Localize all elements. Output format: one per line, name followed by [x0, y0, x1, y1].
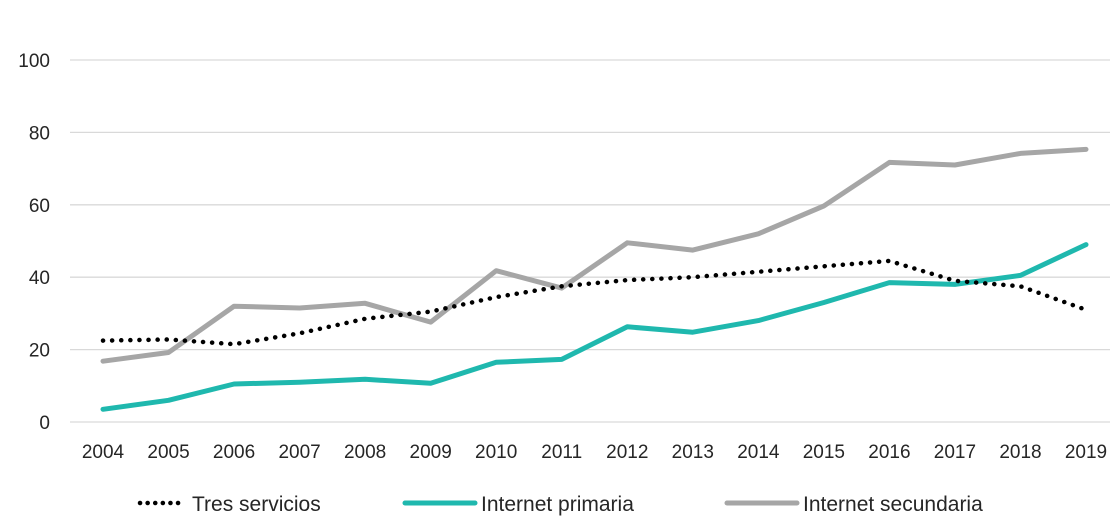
x-tick-label: 2013 — [672, 442, 714, 463]
series-internet-secundaria — [100, 146, 1089, 364]
x-tick-label: 2006 — [213, 442, 255, 463]
legend-label: Internet primaria — [481, 493, 634, 516]
x-tick-label: 2016 — [868, 442, 910, 463]
legend-item: Tres servicios — [137, 493, 321, 516]
x-tick-label: 2017 — [934, 442, 976, 463]
y-axis-ticks: 0 20 40 60 80 100 — [18, 51, 50, 434]
legend-item: Internet secundaria — [724, 493, 983, 516]
x-tick-label: 2011 — [541, 442, 582, 463]
legend-label: Internet secundaria — [803, 493, 983, 516]
x-tick-label: 2012 — [606, 442, 648, 463]
x-axis-ticks: 2004 2005 2006 2007 2008 2009 2010 2011 2012 2013… — [82, 442, 1107, 463]
legend: Tres servicios Internet primaria Internet … — [137, 493, 983, 516]
x-tick-label: 2005 — [147, 442, 189, 463]
y-tick-label: 60 — [29, 196, 50, 217]
x-tick-label: 2014 — [737, 442, 780, 463]
legend-label: Tres servicios — [192, 493, 321, 516]
x-tick-label: 2004 — [82, 442, 125, 463]
x-tick-label: 2008 — [344, 442, 386, 463]
y-tick-label: 100 — [18, 51, 50, 72]
series-lines — [100, 146, 1089, 412]
series-line — [100, 258, 1089, 347]
y-tick-label: 0 — [39, 413, 50, 434]
x-tick-label: 2009 — [410, 442, 452, 463]
x-tick-label: 2018 — [999, 442, 1041, 463]
gridlines — [70, 59, 1110, 423]
y-tick-label: 20 — [29, 341, 50, 362]
series-tres-servicios — [100, 258, 1089, 347]
series-line — [100, 242, 1089, 412]
x-tick-label: 2010 — [475, 442, 517, 463]
x-tick-label: 2015 — [803, 442, 845, 463]
series-line — [100, 146, 1089, 364]
series-internet-primaria — [100, 242, 1089, 412]
y-tick-label: 80 — [29, 123, 50, 144]
legend-item: Internet primaria — [402, 493, 634, 516]
y-tick-label: 40 — [29, 268, 50, 289]
x-tick-label: 2007 — [278, 442, 320, 463]
x-tick-label: 2019 — [1065, 442, 1107, 463]
